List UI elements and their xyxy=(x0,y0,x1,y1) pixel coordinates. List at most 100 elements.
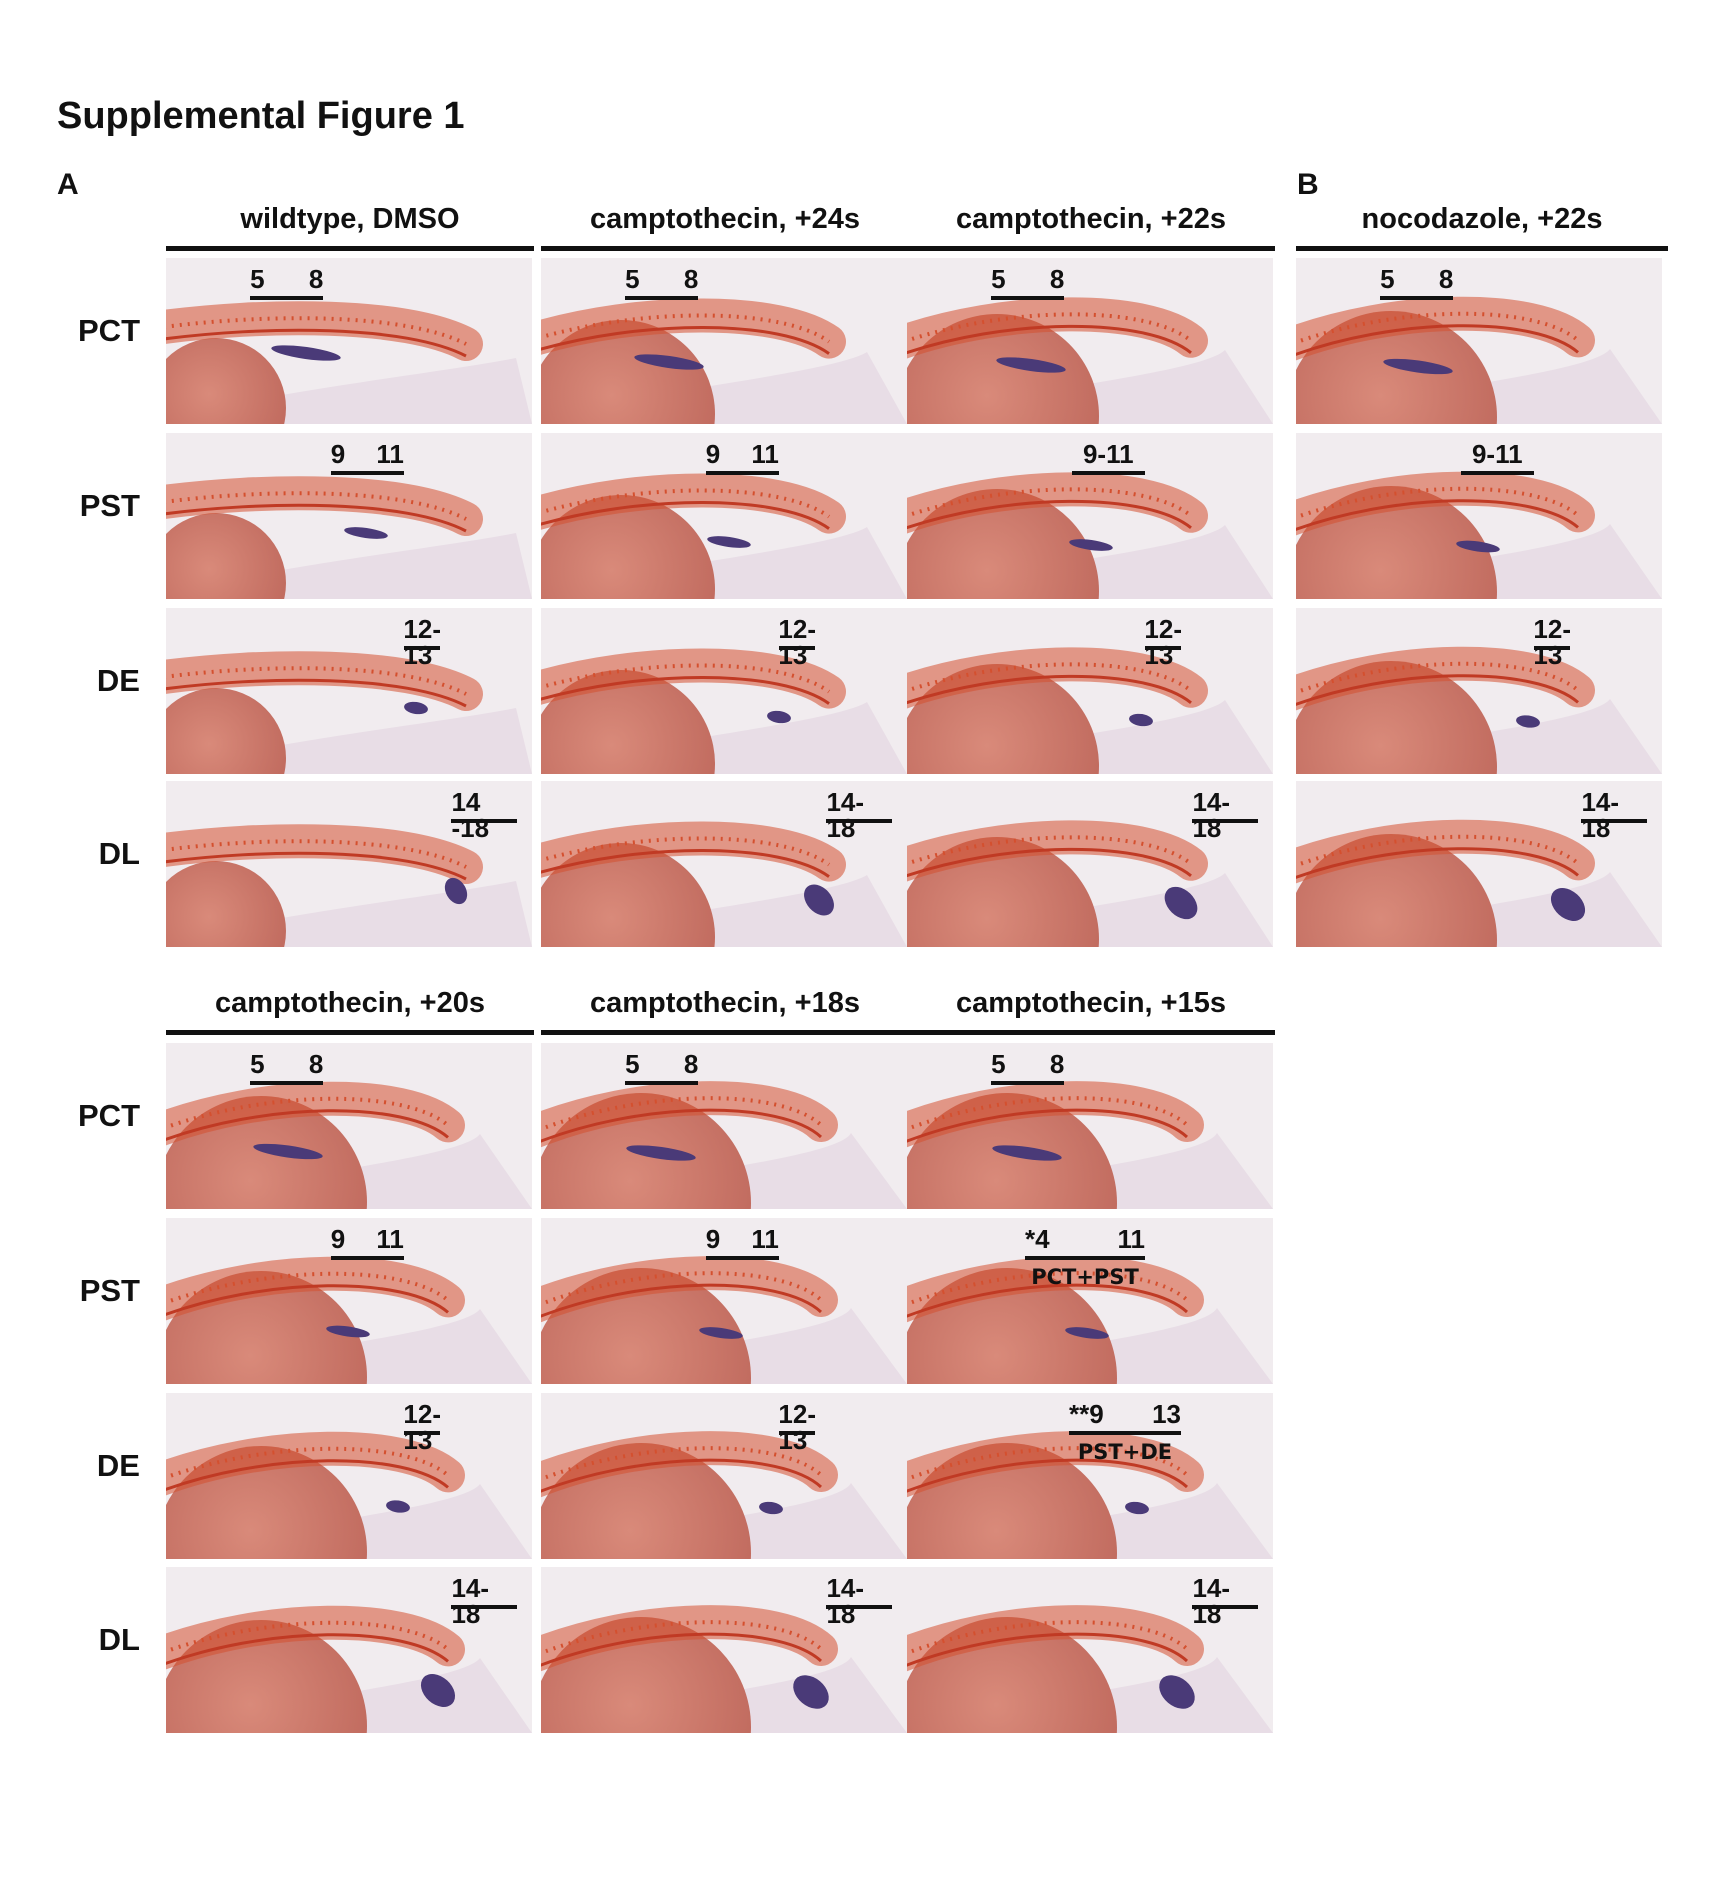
segment-range-label: 9-11 xyxy=(1460,441,1534,475)
segment-range-label: 9 11 xyxy=(330,1224,404,1260)
segment-number: 14-18 xyxy=(451,1573,490,1629)
segment-number: 5 xyxy=(991,1049,1006,1079)
segment-number: 8 xyxy=(683,264,699,294)
segment-range-label: 14 -18 xyxy=(451,787,518,843)
segment-range-label: 12-13 xyxy=(778,616,816,668)
segment-number: 12-13 xyxy=(1533,614,1571,670)
pronephros-stain xyxy=(707,536,751,548)
segment-number: 8 xyxy=(1049,264,1065,294)
segment-number: 9-11 xyxy=(1082,439,1134,469)
segment-bar xyxy=(1533,646,1571,650)
pronephros-stain xyxy=(1516,715,1540,728)
segment-bar xyxy=(826,819,893,823)
embryo-image xyxy=(907,258,1273,424)
embryo-image xyxy=(541,433,907,599)
segment-number: 5 xyxy=(1380,264,1395,294)
embryo-image xyxy=(166,608,532,774)
fused-segment-label: PCT+PST xyxy=(1031,1265,1139,1289)
pronephros-stain xyxy=(1129,713,1153,727)
pronephros-stain xyxy=(699,1327,743,1339)
segment-number: 11 xyxy=(751,1224,779,1254)
segment-bar xyxy=(826,1605,893,1609)
embryo-image xyxy=(541,1393,907,1559)
pronephros-stain xyxy=(1159,1675,1195,1709)
segment-range-label: 9 11 xyxy=(705,439,779,475)
column-header: camptothecin, +20s xyxy=(166,980,534,1035)
segment-bar xyxy=(330,471,404,475)
segment-number: 12-13 xyxy=(403,1399,441,1455)
segment-bar xyxy=(1069,1431,1181,1435)
segment-range-label: *4 11 PCT+PST xyxy=(1025,1226,1145,1289)
segment-bar xyxy=(991,296,1065,300)
pronephros-stain xyxy=(1125,1501,1149,1515)
segment-number: 9 xyxy=(705,1224,721,1254)
segment-range-label: 12-13 xyxy=(1144,616,1182,668)
pronephros-stain xyxy=(804,884,834,916)
segment-number: 5 xyxy=(625,1049,640,1079)
column-header: nocodazole, +22s xyxy=(1296,196,1668,251)
segment-number: 5 xyxy=(250,1049,265,1079)
segment-bar xyxy=(403,646,441,650)
pronephros-stain xyxy=(1550,888,1586,921)
embryo-image xyxy=(541,1567,907,1733)
segment-bar xyxy=(250,1081,324,1085)
column-header: wildtype, DMSO xyxy=(166,196,534,251)
segment-number: 9 xyxy=(705,439,721,469)
embryo-image xyxy=(907,608,1273,774)
embryo-image xyxy=(166,1567,532,1733)
segment-bar xyxy=(1025,1256,1145,1260)
segment-number: 9 xyxy=(330,1224,346,1254)
row-label: DL xyxy=(98,836,140,871)
segment-number: 14 -18 xyxy=(451,787,490,843)
embryo-image xyxy=(541,258,907,424)
embryo-image xyxy=(166,781,532,947)
panel-label-a: A xyxy=(57,168,79,201)
pronephros-stain xyxy=(420,1674,456,1707)
pronephros-stain xyxy=(271,345,341,361)
segment-number: 8 xyxy=(1049,1049,1065,1079)
segment-number: 11 xyxy=(376,439,404,469)
segment-range-label: 12-13 xyxy=(778,1399,816,1455)
panel-label-b: B xyxy=(1297,168,1319,201)
segment-number: 11 xyxy=(376,1224,404,1254)
segment-number: 12-13 xyxy=(403,614,441,670)
segment-number: 14-18 xyxy=(1581,787,1620,843)
pronephros-stain xyxy=(326,1325,370,1338)
pronephros-stain xyxy=(344,527,388,539)
segment-number: 5 xyxy=(625,264,640,294)
pronephros-stain xyxy=(767,710,791,724)
segment-bar xyxy=(705,471,779,475)
embryo-image xyxy=(541,1218,907,1384)
column-header: camptothecin, +18s xyxy=(541,980,909,1035)
segment-number: 12-13 xyxy=(778,1399,816,1455)
row-label: PCT xyxy=(78,313,140,348)
pronephros-stain xyxy=(992,1145,1062,1161)
pronephros-stain xyxy=(1164,886,1198,920)
pronephros-stain xyxy=(1456,540,1500,553)
pronephros-stain xyxy=(1065,1327,1109,1339)
embryo-image xyxy=(907,1393,1273,1559)
segment-number: 8 xyxy=(683,1049,699,1079)
segment-bar xyxy=(991,1081,1065,1085)
segment-range-label: 9-11 xyxy=(1071,439,1145,475)
segment-range-label: 14-18 xyxy=(451,1573,518,1629)
row-label: PST xyxy=(79,1273,140,1308)
embryo-image xyxy=(1296,258,1662,424)
segment-number: 14-18 xyxy=(826,1573,865,1629)
segment-bar xyxy=(451,819,518,823)
row-label: DE xyxy=(96,663,140,698)
segment-range-label: 14-18 xyxy=(1192,1575,1259,1627)
segment-bar xyxy=(403,1431,441,1435)
segment-number: 5 xyxy=(991,264,1006,294)
pronephros-stain xyxy=(386,1500,410,1513)
pronephros-stain xyxy=(793,1675,829,1709)
pronephros-stain xyxy=(253,1143,323,1160)
pronephros-stain xyxy=(996,357,1066,373)
embryo-image xyxy=(907,1218,1273,1384)
embryo-image xyxy=(1296,781,1662,947)
